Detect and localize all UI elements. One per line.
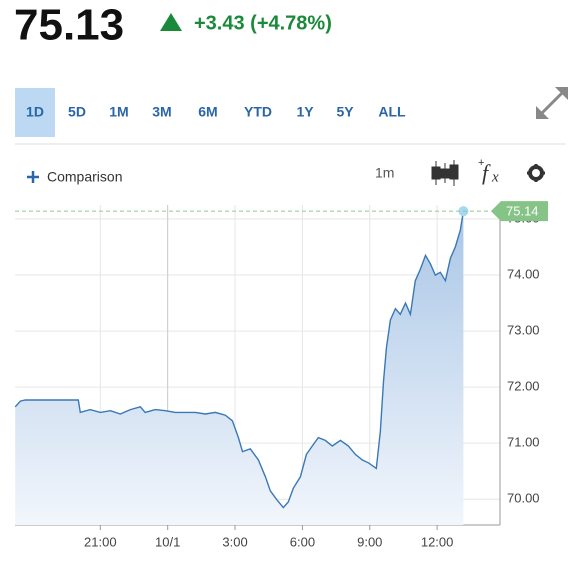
indicator-icon[interactable]: + f x xyxy=(478,157,499,186)
price: 75.13 xyxy=(14,1,124,50)
y-tick-label: 71.00 xyxy=(507,435,540,450)
y-tick-label: 72.00 xyxy=(507,379,540,394)
range-bar: 1D 5D 1M 3M 6M YTD 1Y 5Y ALL xyxy=(15,88,406,137)
candle-icon[interactable] xyxy=(431,160,459,186)
price-change: +3.43 (+4.78%) xyxy=(194,12,332,34)
y-tick-label: 70.00 xyxy=(507,491,540,506)
svg-text:+: + xyxy=(478,157,484,169)
comparison-label: Comparison xyxy=(47,169,122,185)
x-tick-label: 10/1 xyxy=(155,534,180,549)
expand-icon[interactable] xyxy=(536,87,568,119)
svg-text:x: x xyxy=(491,169,499,185)
range-button[interactable]: 1M xyxy=(109,104,128,120)
range-button[interactable]: 6M xyxy=(198,104,217,120)
price-line xyxy=(14,211,465,509)
x-tick-label: 6:00 xyxy=(290,534,315,549)
range-button[interactable]: YTD xyxy=(244,104,272,120)
up-arrow xyxy=(160,13,182,31)
range-button[interactable]: 1D xyxy=(26,104,44,120)
x-tick-label: 12:00 xyxy=(421,534,454,549)
range-button[interactable]: ALL xyxy=(378,104,406,120)
y-tick-label: 74.00 xyxy=(507,266,540,281)
x-tick-label: 3:00 xyxy=(222,534,247,549)
x-tick-label: 21:00 xyxy=(84,534,117,549)
x-tick-label: 9:00 xyxy=(357,534,382,549)
range-button[interactable]: 5Y xyxy=(336,104,354,120)
area xyxy=(15,211,464,525)
range-button[interactable]: 5D xyxy=(68,104,86,120)
settings-icon[interactable] xyxy=(527,164,545,182)
plus-icon xyxy=(27,171,39,183)
range-active-bg xyxy=(15,88,55,137)
last-price-label: 75.14 xyxy=(506,204,539,219)
y-tick-label: 73.00 xyxy=(507,323,540,338)
range-button[interactable]: 1Y xyxy=(296,104,314,120)
plot: 70.0071.0072.0073.0074.0075.0021:0010/13… xyxy=(14,201,548,549)
svg-text:f: f xyxy=(482,160,491,185)
interval[interactable]: 1m xyxy=(375,165,394,181)
comparison-button[interactable]: Comparison xyxy=(27,169,122,185)
last-price-tag xyxy=(491,201,548,222)
range-button[interactable]: 3M xyxy=(152,104,171,120)
